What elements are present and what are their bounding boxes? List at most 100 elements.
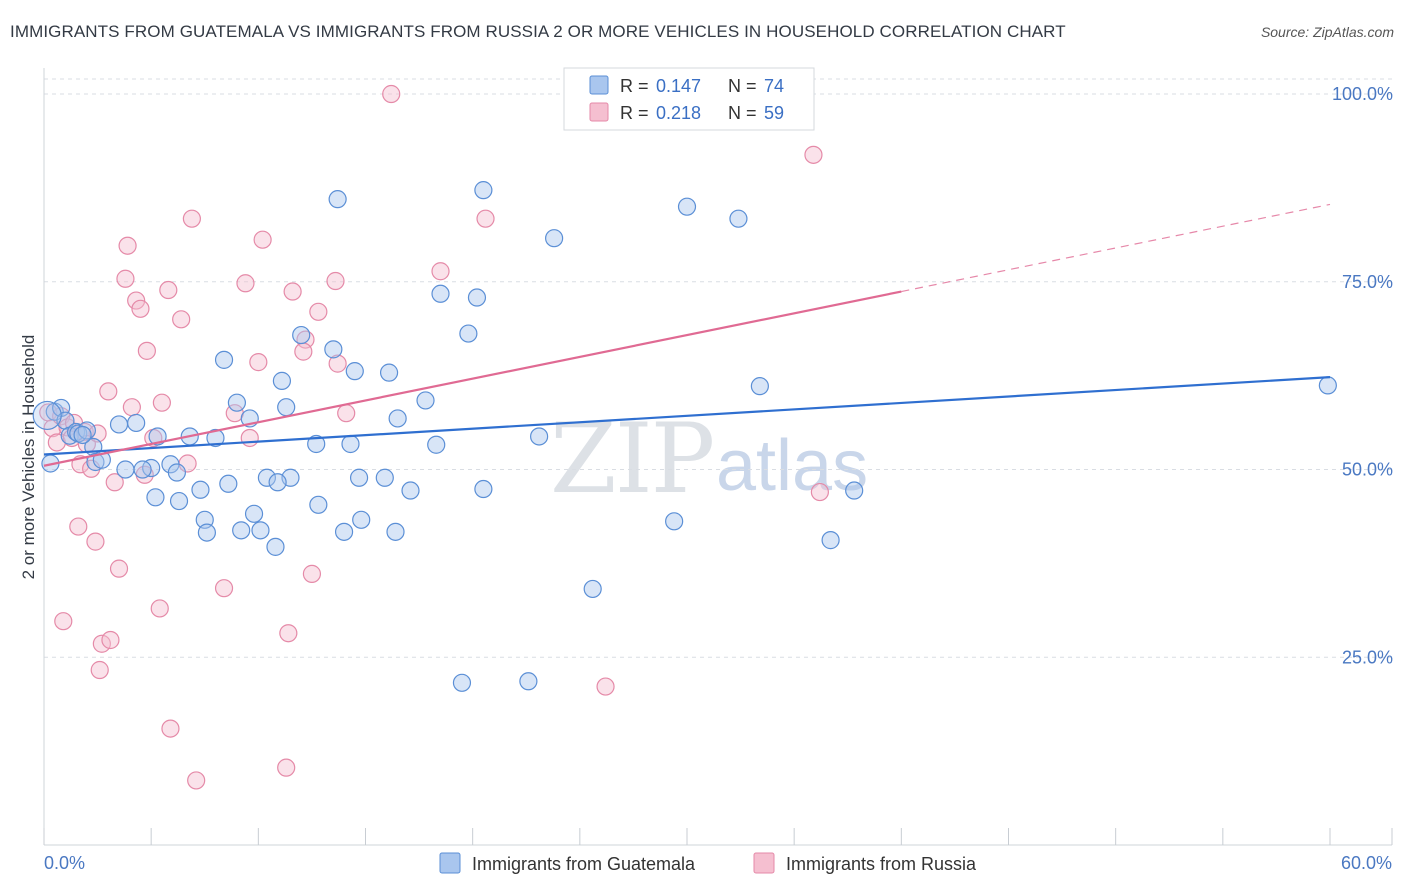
russia-point-53 (596, 677, 615, 696)
guatemala-point-33 (272, 371, 292, 390)
guatemala-point-27 (232, 521, 251, 540)
guatemala-point-62 (583, 579, 602, 599)
y-tick-label-100: 100.0% (1332, 84, 1393, 104)
guatemala-point-57 (474, 181, 493, 200)
russia-point-31 (172, 310, 191, 329)
legend-r-value-russia: 0.218 (656, 103, 701, 123)
guatemala-point-24 (214, 350, 234, 369)
bottom-legend-label-guatemala: Immigrants from Guatemala (472, 854, 696, 874)
guatemala-point-20 (191, 480, 210, 499)
guatemala-point-59 (519, 672, 538, 691)
guatemala-point-56 (467, 288, 487, 307)
legend-n-label-guatemala: N = (728, 76, 757, 96)
guatemala-point-42 (341, 434, 360, 454)
russia-point-38 (240, 428, 259, 448)
axes (43, 68, 1392, 846)
guatemala-point-55 (459, 324, 478, 343)
guatemala-point-18 (169, 491, 189, 511)
russia-point-25 (137, 341, 156, 360)
gridlines (44, 78, 1392, 658)
correlation-legend: R = 0.147 N = 74 R = 0.218 N = 59 (563, 67, 815, 131)
y-tick-label-50: 50.0% (1342, 460, 1393, 480)
guatemala-point-34 (277, 398, 296, 417)
guatemala-point-14 (146, 488, 165, 507)
y-tick-label-75: 75.0% (1342, 272, 1393, 292)
y-tick-labels: 25.0% 50.0% 75.0% 100.0% (1332, 84, 1393, 667)
trend-line-russia (43, 290, 902, 467)
russia-point-20 (118, 236, 137, 255)
russia-point-27 (150, 599, 169, 618)
guatemala-point-46 (375, 468, 394, 487)
guatemala-point-36 (292, 325, 311, 345)
guatemala-point-65 (729, 209, 748, 228)
guatemala-point-68 (845, 481, 864, 500)
x-ticks (43, 828, 1393, 845)
guatemala-point-44 (349, 468, 369, 487)
russia-point-21 (122, 398, 141, 417)
series-legend: Immigrants from Guatemala Immigrants fro… (439, 852, 977, 874)
legend-swatch-russia (589, 102, 609, 122)
guatemala-point-38 (309, 495, 328, 514)
russia-point-48 (328, 354, 347, 373)
guatemala-point-26 (227, 393, 246, 412)
russia-point-43 (283, 282, 302, 301)
guatemala-point-53 (431, 284, 450, 303)
x-tick-label-min: 0.0% (44, 853, 85, 873)
russia-point-51 (431, 262, 450, 281)
russia-point-4 (54, 612, 73, 631)
bottom-legend-swatch-russia (753, 852, 775, 874)
y-axis-title: 2 or more Vehicles in Household (19, 335, 38, 580)
guatemala-point-31 (257, 468, 277, 487)
russia-point-49 (337, 404, 356, 423)
russia-point-28 (152, 393, 171, 412)
guatemala-point-50 (401, 481, 420, 500)
guatemala-point-72 (133, 460, 152, 479)
russia-point-23 (131, 299, 150, 318)
bottom-legend-swatch-guatemala (439, 852, 461, 874)
legend-r-label-russia: R = (620, 103, 649, 123)
guatemala-point-41 (334, 522, 354, 541)
russia-point-7 (69, 517, 88, 536)
trend-lines (43, 203, 1331, 467)
russia-point-57 (88, 424, 107, 443)
guatemala-point-52 (427, 435, 446, 454)
bottom-legend-label-russia: Immigrants from Russia (786, 854, 977, 874)
guatemala-point-73 (268, 473, 287, 492)
guatemala-point-39 (324, 340, 343, 359)
guatemala-point-29 (244, 504, 264, 523)
russia-point-29 (159, 280, 178, 300)
guatemala-point-10 (109, 415, 129, 434)
guatemala-point-70 (73, 425, 92, 445)
guatemala-point-23 (206, 428, 225, 448)
trend-line-guatemala (43, 376, 1331, 456)
guatemala-point-37 (307, 434, 326, 454)
russia-point-18 (109, 559, 129, 578)
guatemala-point-64 (677, 197, 697, 216)
russia-point-40 (253, 230, 272, 249)
guatemala-point-40 (328, 190, 347, 209)
russia-point-37 (236, 274, 255, 293)
russia-point-46 (309, 302, 328, 321)
legend-n-value-russia: 59 (764, 103, 784, 123)
guatemala-point-47 (379, 363, 399, 382)
guatemala-point-11 (116, 460, 135, 479)
russia-point-52 (476, 209, 495, 228)
series-russia-points (39, 84, 829, 790)
y-tick-label-25: 25.0% (1342, 647, 1393, 667)
guatemala-point-12 (127, 413, 146, 433)
guatemala-point-61 (545, 229, 564, 248)
russia-point-42 (279, 624, 298, 643)
guatemala-point-63 (665, 512, 684, 531)
guatemala-point-66 (750, 377, 769, 396)
x-tick-label-max: 60.0% (1341, 853, 1392, 873)
guatemala-point-43 (345, 362, 364, 381)
legend-n-value-guatemala: 74 (764, 76, 784, 96)
russia-point-45 (302, 564, 322, 583)
guatemala-point-22 (197, 523, 216, 542)
chart-title: IMMIGRANTS FROM GUATEMALA VS IMMIGRANTS … (10, 22, 1066, 41)
source-label: Source: ZipAtlas.com (1260, 24, 1394, 40)
guatemala-point-54 (452, 673, 472, 692)
guatemala-point-32 (266, 537, 285, 556)
watermark: ZIP atlas (550, 403, 868, 515)
